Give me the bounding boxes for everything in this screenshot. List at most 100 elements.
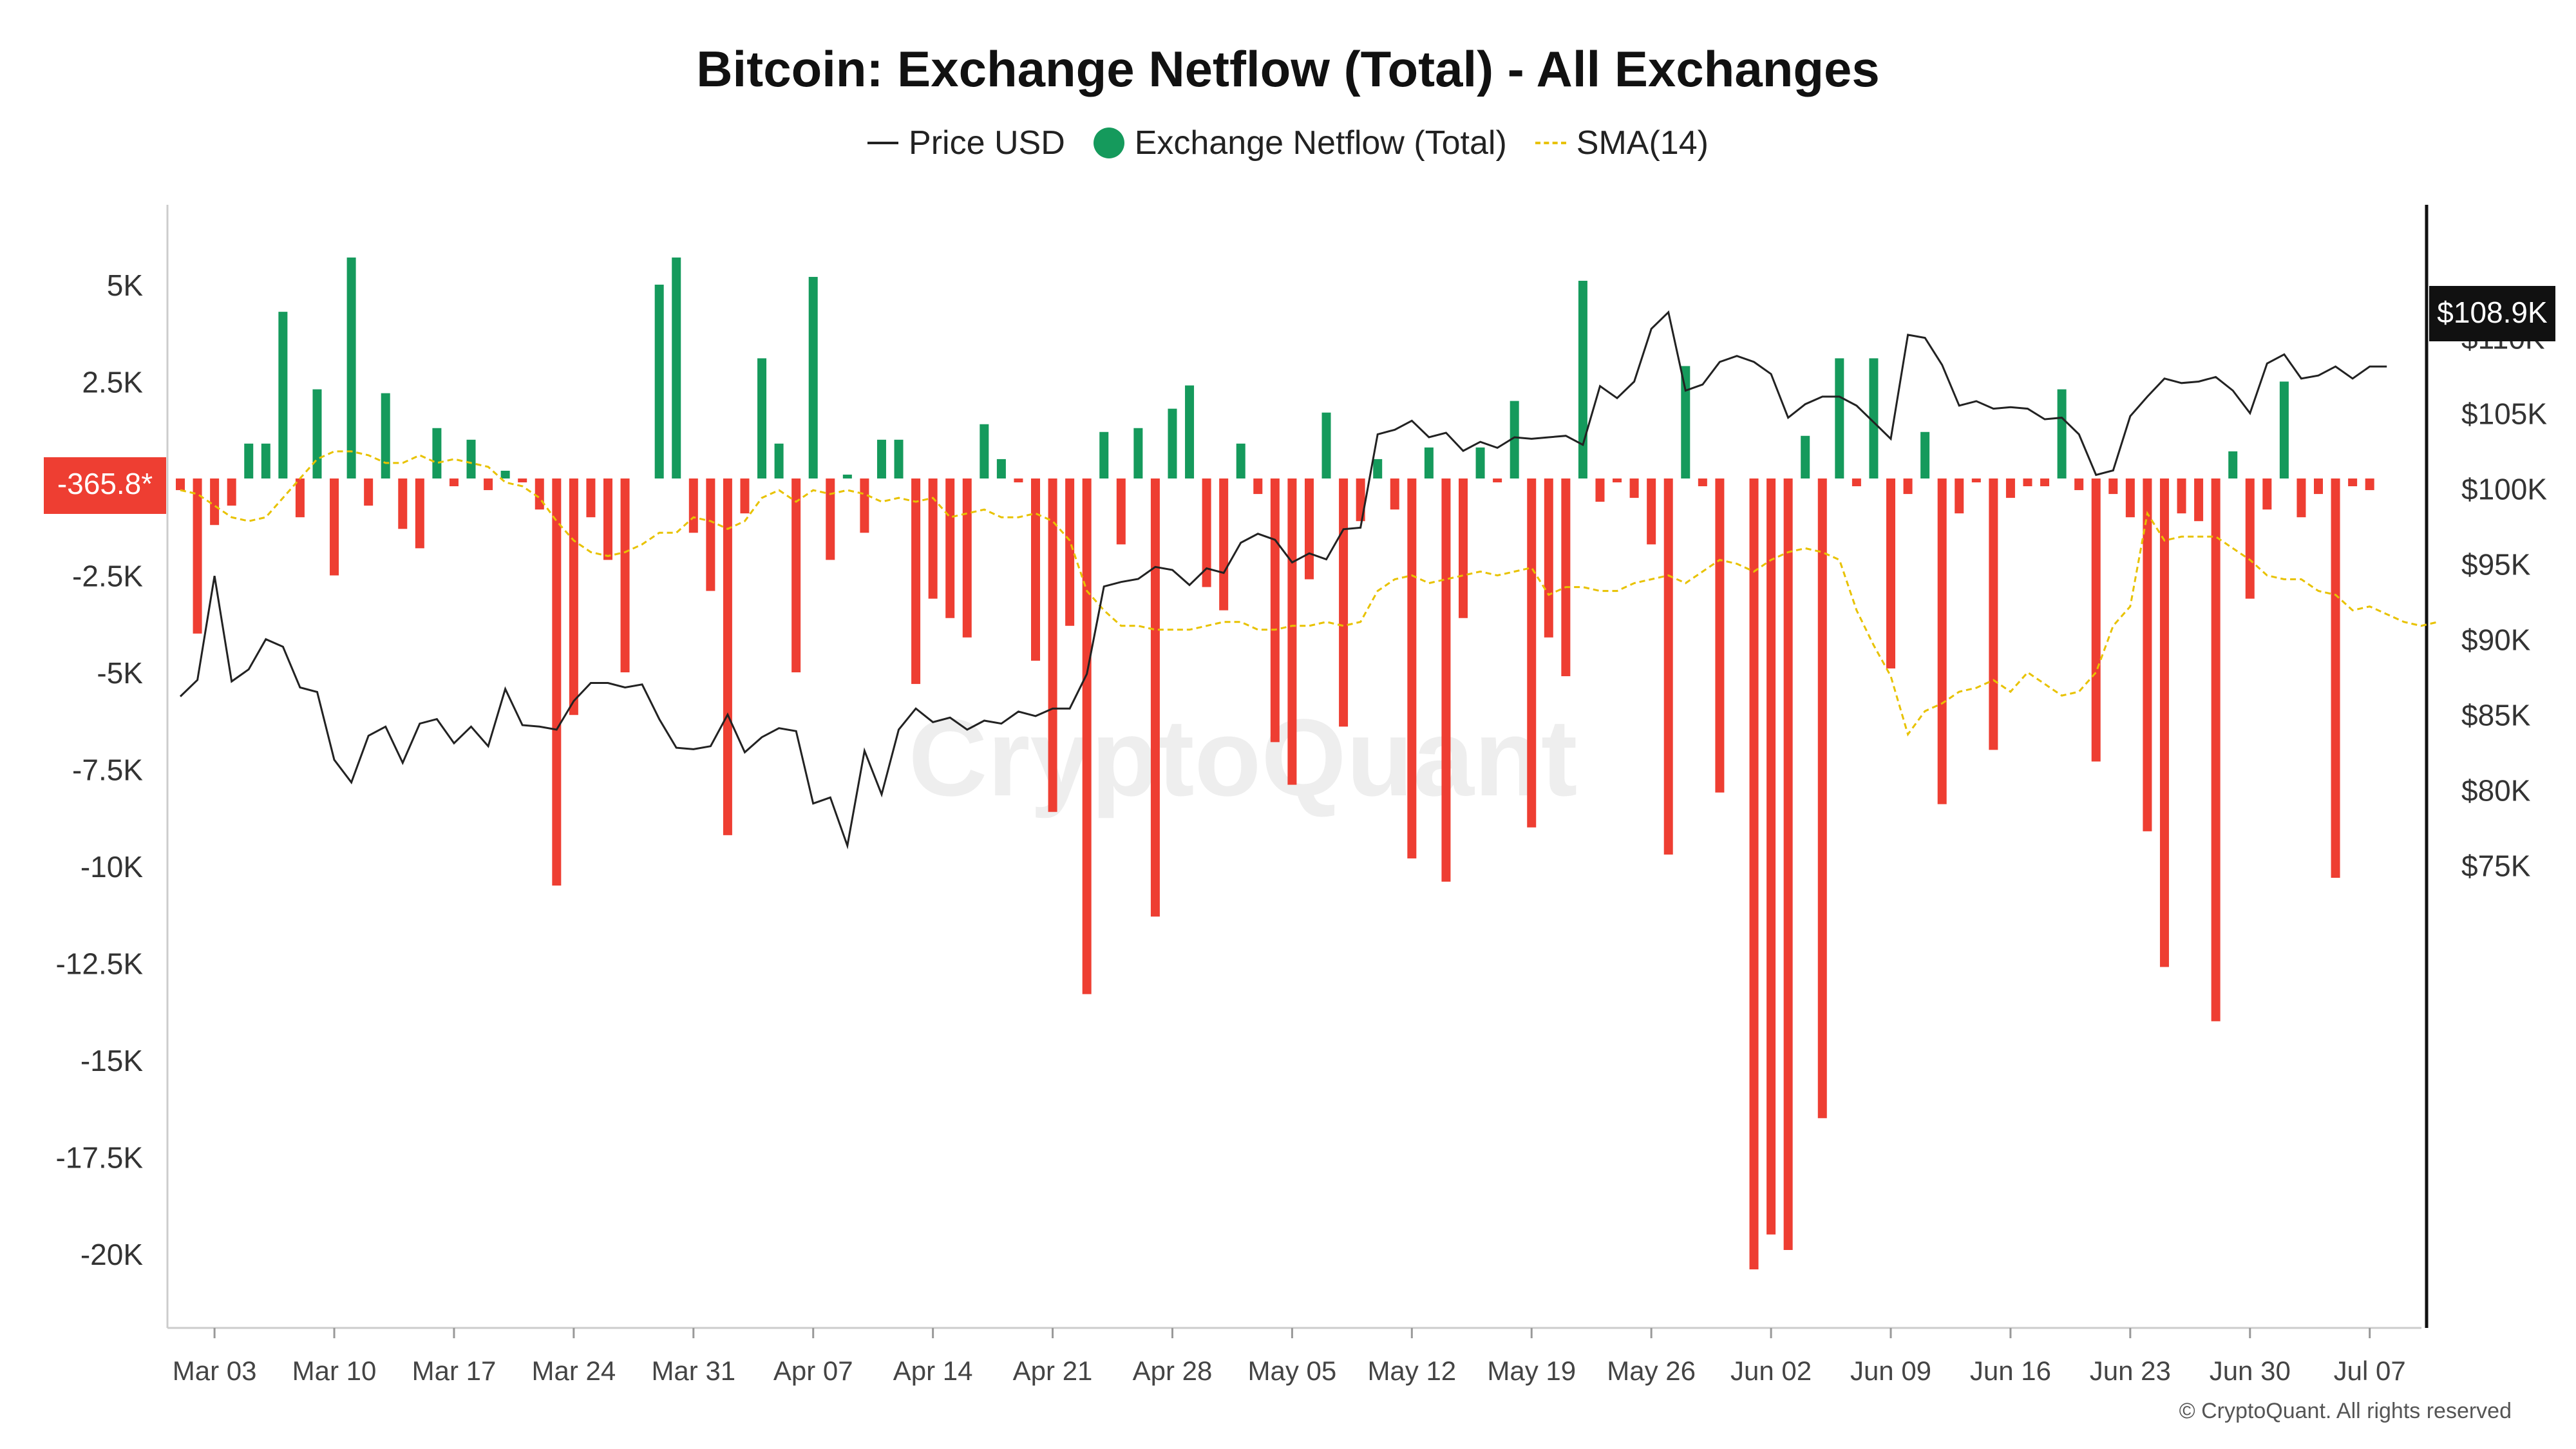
current-price-marker-bg bbox=[2429, 286, 2555, 341]
netflow-bar bbox=[1287, 478, 1297, 785]
netflow-bar bbox=[1903, 478, 1913, 495]
netflow-bar bbox=[2143, 478, 2152, 831]
netflow-bar bbox=[1647, 478, 1656, 545]
netflow-bar bbox=[1937, 478, 1947, 804]
netflow-bar bbox=[1407, 478, 1417, 858]
x-axis-tick-label: Mar 24 bbox=[532, 1356, 616, 1386]
left-axis-tick-label: 5K bbox=[107, 269, 144, 302]
netflow-bar bbox=[1150, 478, 1160, 917]
netflow-bar bbox=[2297, 478, 2306, 518]
netflow-bar bbox=[2091, 478, 2101, 762]
netflow-bar bbox=[1663, 478, 1673, 855]
netflow-bar bbox=[928, 478, 938, 599]
x-axis-tick-label: Apr 28 bbox=[1133, 1356, 1213, 1386]
netflow-bar bbox=[535, 478, 544, 510]
netflow-bar bbox=[911, 478, 921, 685]
netflow-bar bbox=[2074, 478, 2084, 491]
x-axis-tick-label: May 19 bbox=[1487, 1356, 1576, 1386]
netflow-bar bbox=[2211, 478, 2221, 1021]
netflow-bar bbox=[312, 389, 322, 478]
netflow-bar bbox=[346, 257, 356, 478]
netflow-bar bbox=[227, 478, 236, 506]
netflow-bar bbox=[415, 478, 424, 549]
netflow-bar bbox=[706, 478, 715, 591]
netflow-bar bbox=[1065, 478, 1075, 626]
x-axis-tick-label: Jun 23 bbox=[2090, 1356, 2171, 1386]
legend-label-sma: SMA(14) bbox=[1576, 124, 1709, 162]
legend-item-price[interactable]: Price USD bbox=[867, 124, 1065, 162]
netflow-bar bbox=[1527, 478, 1537, 828]
netflow-bar bbox=[1459, 478, 1468, 618]
netflow-bar bbox=[1441, 478, 1451, 882]
netflow-bar bbox=[2177, 478, 2186, 514]
current-price-marker: $108.9K bbox=[2429, 286, 2555, 341]
netflow-bar bbox=[1852, 478, 1861, 487]
netflow-bar bbox=[894, 439, 904, 478]
current-netflow-value: -365.8* bbox=[57, 467, 153, 500]
left-axis-ticks: 5K 2.5K -2.5K -5K -7.5K -10K -12.5K -15K -17.5K -… bbox=[55, 269, 143, 1271]
left-axis-tick-label: -7.5K bbox=[72, 753, 143, 787]
netflow-bar bbox=[1510, 401, 1519, 478]
netflow-bar bbox=[1766, 478, 1776, 1235]
netflow-bar bbox=[381, 393, 390, 478]
netflow-bar bbox=[432, 428, 442, 478]
x-axis-ticks: Mar 03 Mar 10 Mar 17 Mar 24 Mar 31 Apr 07 Apr … bbox=[173, 1328, 2406, 1386]
x-axis-tick-label: Apr 07 bbox=[773, 1356, 853, 1386]
x-axis-tick-label: Mar 17 bbox=[412, 1356, 497, 1386]
netflow-bar bbox=[1749, 478, 1759, 1270]
netflow-bar bbox=[672, 257, 681, 478]
netflow-bar bbox=[2262, 478, 2272, 510]
netflow-bar bbox=[688, 478, 698, 533]
netflow-bar bbox=[2245, 478, 2255, 599]
netflow-bar bbox=[1099, 431, 1109, 478]
right-axis-ticks: $110K$105K$100K$95K$90K$85K$80K$75K bbox=[2461, 322, 2547, 883]
netflow-bar bbox=[945, 478, 955, 618]
watermark: CryptoQuant bbox=[909, 697, 1578, 819]
netflow-bar bbox=[2040, 478, 2050, 487]
x-axis-tick-label: Jun 02 bbox=[1730, 1356, 1812, 1386]
x-axis-tick-label: Jun 09 bbox=[1850, 1356, 1931, 1386]
netflow-bar bbox=[826, 478, 835, 560]
netflow-bar bbox=[1373, 459, 1383, 478]
x-axis-tick-label: Mar 03 bbox=[173, 1356, 257, 1386]
netflow-bar bbox=[1031, 478, 1040, 661]
netflow-bar bbox=[2314, 478, 2323, 495]
x-axis-tick-label: May 05 bbox=[1248, 1356, 1337, 1386]
netflow-bar bbox=[1493, 478, 1502, 483]
netflow-bar bbox=[1629, 478, 1639, 498]
copyright-notice: © CryptoQuant. All rights reserved bbox=[2179, 1399, 2512, 1423]
netflow-bar bbox=[2194, 478, 2204, 522]
netflow-bar bbox=[1869, 358, 1879, 478]
netflow-bar bbox=[261, 443, 270, 478]
right-axis-tick-label: $80K bbox=[2461, 774, 2531, 808]
netflow-bar bbox=[518, 478, 527, 483]
left-axis-tick-label: -2.5K bbox=[72, 560, 143, 593]
legend-item-sma[interactable]: SMA(14) bbox=[1535, 124, 1709, 162]
netflow-bar bbox=[2023, 478, 2032, 487]
netflow-bar bbox=[1253, 478, 1263, 495]
netflow-bar bbox=[244, 443, 254, 478]
left-axis-tick-label: -17.5K bbox=[55, 1141, 143, 1175]
x-axis-tick-label: Mar 10 bbox=[292, 1356, 377, 1386]
netflow-bar bbox=[1339, 478, 1349, 727]
price-line bbox=[179, 310, 2387, 850]
netflow-bar bbox=[2005, 478, 2015, 498]
current-netflow-marker-bg bbox=[44, 457, 166, 514]
netflow-bar bbox=[2348, 478, 2358, 487]
netflow-bar bbox=[2228, 451, 2238, 478]
netflow-bar bbox=[1681, 366, 1690, 478]
right-axis-tick-label: $85K bbox=[2461, 699, 2531, 732]
netflow-bar bbox=[1116, 478, 1126, 545]
netflow-bar bbox=[1613, 478, 1622, 483]
legend-item-netflow[interactable]: Exchange Netflow (Total) bbox=[1093, 124, 1507, 162]
x-axis-tick-label: May 26 bbox=[1607, 1356, 1696, 1386]
netflow-bar bbox=[1955, 478, 1964, 514]
netflow-bar bbox=[2159, 478, 2169, 967]
netflow-bar bbox=[860, 478, 869, 533]
netflow-bar bbox=[1048, 478, 1057, 812]
legend: Price USD Exchange Netflow (Total) SMA(1… bbox=[0, 124, 2576, 162]
right-axis-tick-label: $90K bbox=[2461, 623, 2531, 657]
netflow-bar bbox=[330, 478, 339, 576]
netflow-bar bbox=[500, 470, 510, 478]
left-axis-tick-label: 2.5K bbox=[82, 366, 143, 399]
